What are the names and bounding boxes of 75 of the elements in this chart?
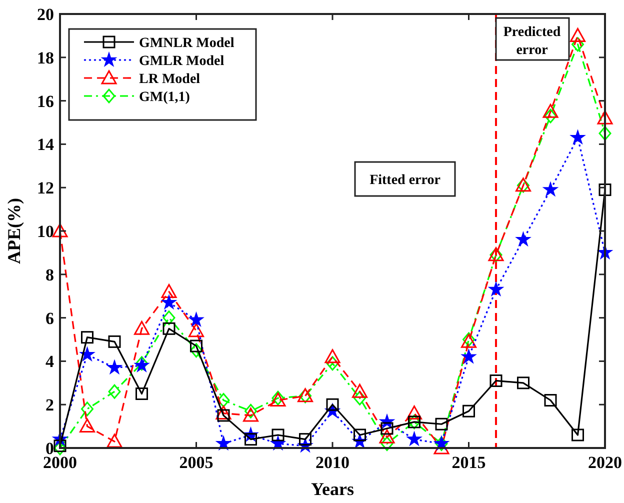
point [81,402,94,416]
point [52,223,68,238]
point [570,130,585,144]
x-tick-label: 2020 [588,453,622,472]
y-tick-label: 16 [37,92,54,111]
point [106,434,122,448]
point [543,182,558,196]
annotation: Predicted error [503,25,561,58]
point [598,184,612,196]
point [134,320,150,335]
point [107,360,122,374]
legend-label: LR Model [139,72,200,87]
point [407,432,422,446]
y-tick-label: 20 [37,5,54,24]
point [80,347,94,361]
point [542,104,558,118]
y-tick-label: 8 [46,265,54,284]
y-tick-label: 6 [46,308,54,328]
y-tick-label: 10 [37,222,54,241]
point [379,429,395,444]
legend-label: GMLR Model [139,54,224,69]
y-tick-label: 18 [37,48,54,68]
point [352,384,368,398]
point [162,295,176,309]
x-tick-label: 2010 [316,453,350,472]
point [272,428,284,442]
point [216,406,232,420]
y-tick-label: 2 [46,396,54,415]
point [80,418,95,433]
point [326,356,339,371]
point [243,408,258,422]
legend-label: GMNLR Model [139,36,234,51]
x-tick-label: 2005 [179,453,214,472]
point [598,126,612,141]
point [380,422,394,435]
point [161,284,177,298]
point [189,312,204,326]
point [570,28,586,42]
point [190,343,202,358]
y-tick-label: 12 [37,178,54,198]
point [354,390,366,406]
legend-label: GM(1,1) [139,90,190,105]
point [572,428,584,442]
point [462,404,475,418]
point [190,340,202,352]
annotation: Fitted error [370,173,440,188]
point [597,110,613,124]
point [108,335,121,348]
point [188,323,204,338]
point [81,331,94,344]
point [516,232,530,246]
point [162,310,176,326]
point [136,388,148,400]
point [108,384,121,399]
x-axis-title: Years [311,479,354,499]
y-tick-label: 4 [46,352,54,372]
point [162,322,176,335]
point [488,282,504,296]
point [217,393,230,408]
point [572,37,584,52]
point [490,374,502,387]
point [435,418,448,430]
point [406,406,422,420]
y-tick-label: 14 [37,135,54,154]
point [244,404,257,418]
point [324,349,340,364]
point [54,440,66,452]
point [544,108,557,124]
point [462,349,476,364]
point [517,376,530,390]
y-axis-title: APE(%) [4,198,24,264]
point [380,436,394,451]
point [544,394,557,407]
point [244,433,257,446]
x-tick-label: 2015 [452,453,486,472]
